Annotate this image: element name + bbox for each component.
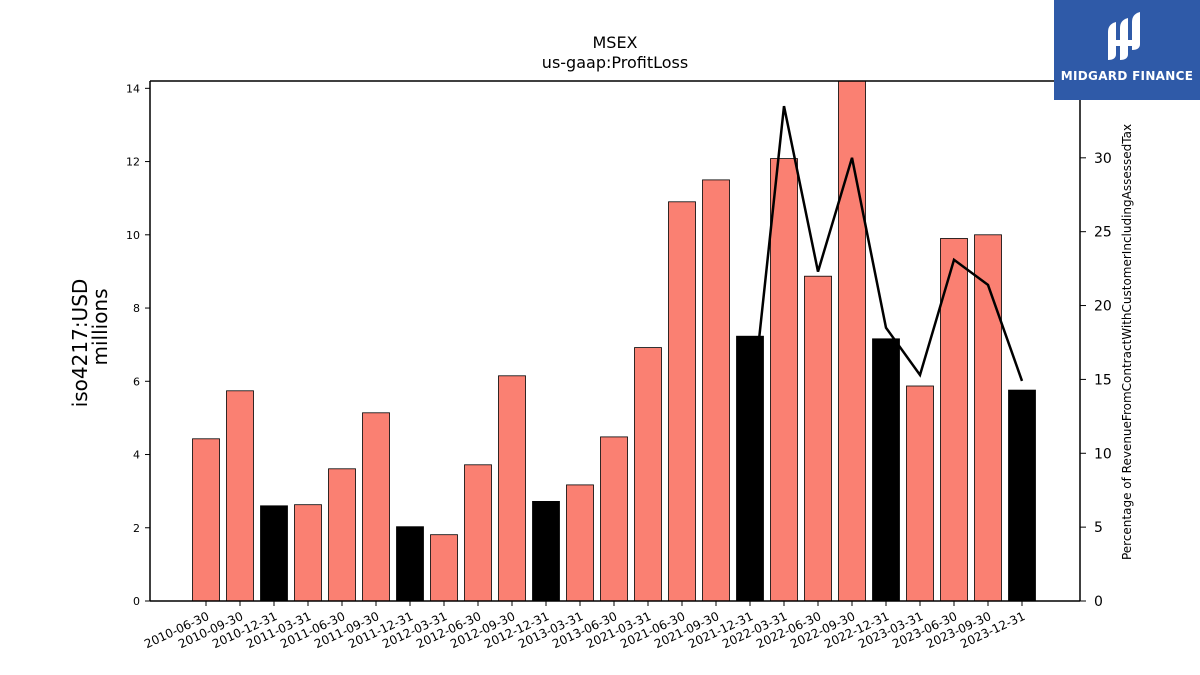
y-axis-unit-left: millions	[88, 288, 112, 365]
right-tick-label: 20	[1094, 299, 1112, 315]
bar-2022-06-30	[804, 275, 832, 602]
bar-2010-09-30	[226, 390, 254, 602]
right-tick-label: 30	[1094, 151, 1112, 167]
left-tick-label: 10	[126, 229, 140, 242]
bars-group	[192, 80, 1036, 602]
logo-mark-icon	[1108, 12, 1140, 60]
bar-2023-12-31	[1008, 389, 1036, 602]
bar-2012-03-31	[430, 534, 458, 602]
right-tick-label: 15	[1094, 372, 1112, 388]
bar-2023-09-30	[974, 234, 1002, 602]
right-axis-ticks: 0 5 10 15 20 25 30	[1080, 151, 1112, 610]
bar-2012-09-30	[498, 375, 526, 602]
left-tick-label: 0	[133, 595, 140, 608]
bar-2011-06-30	[328, 468, 356, 602]
bar-2010-06-30	[192, 438, 220, 602]
left-axis-ticks: 0 2 4 6 8 10 12 14	[126, 82, 150, 608]
y-axis-label-right: Percentage of RevenueFromContractWithCus…	[1120, 124, 1134, 560]
left-tick-label: 12	[126, 156, 140, 169]
bar-2022-12-31	[872, 338, 900, 602]
bar-2011-12-31	[396, 526, 424, 602]
logo-text: MIDGARD FINANCE	[1060, 69, 1194, 83]
ratio-line	[748, 105, 1024, 424]
bar-2011-03-31	[294, 504, 322, 602]
right-tick-label: 10	[1094, 446, 1112, 462]
bar-2013-03-31	[566, 484, 594, 602]
left-tick-label: 8	[133, 302, 140, 315]
bar-2023-06-30	[940, 238, 968, 602]
right-tick-label: 0	[1094, 594, 1103, 610]
left-tick-label: 4	[133, 449, 140, 462]
bar-2022-09-30	[838, 80, 866, 602]
left-tick-label: 2	[133, 522, 140, 535]
bar-2021-09-30	[702, 179, 730, 602]
bar-2012-12-31	[532, 500, 560, 602]
bar-2021-12-31	[736, 335, 764, 602]
chart-subtitle: us-gaap:ProfitLoss	[542, 53, 688, 72]
bar-2021-03-31	[634, 347, 662, 602]
plot-frame	[149, 80, 1081, 602]
chart-title: MSEX	[592, 33, 637, 52]
left-tick-label: 14	[126, 82, 140, 95]
right-tick-label: 25	[1094, 225, 1112, 241]
bar-2012-06-30	[464, 464, 492, 602]
bar-2013-06-30	[600, 436, 628, 602]
bar-2022-03-31	[770, 158, 798, 602]
bar-2010-12-31	[260, 505, 288, 602]
right-tick-label: 5	[1094, 520, 1103, 536]
left-tick-label: 6	[133, 375, 140, 388]
bar-2021-06-30	[668, 201, 696, 602]
y-axis-label-left: iso4217:USD	[68, 279, 92, 408]
bar-2011-09-30	[362, 412, 390, 602]
midgard-finance-logo: MIDGARD FINANCE	[1054, 0, 1200, 100]
x-axis-ticks: 2010-06-302010-09-302010-12-312011-03-31…	[142, 601, 1027, 651]
bar-2023-03-31	[906, 385, 934, 602]
